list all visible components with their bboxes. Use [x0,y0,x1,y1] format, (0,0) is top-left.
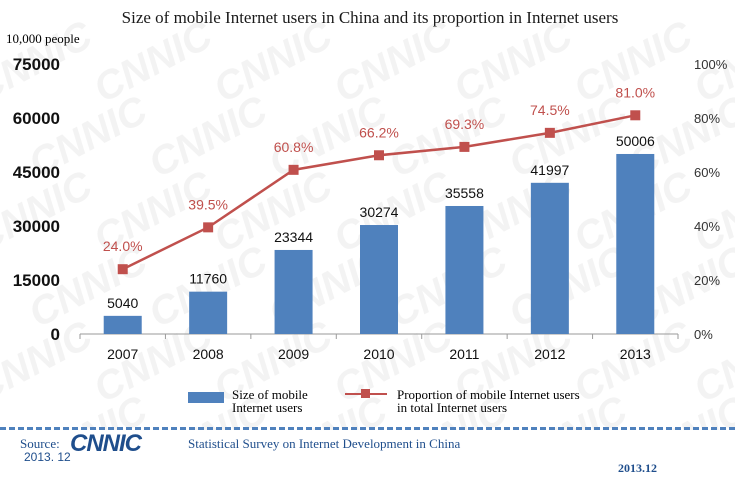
left-axis-tick-label: 75000 [13,55,60,74]
bar [103,315,142,334]
line-value-label: 69.3% [445,116,485,132]
x-axis-category-label: 2008 [193,346,224,362]
left-axis-tick-label: 0 [51,325,60,344]
footer-date-left: 2013. 12 [24,450,71,464]
x-axis-category-label: 2011 [449,346,479,362]
line-marker [374,150,384,161]
bar-value-label: 35558 [445,185,484,201]
legend-swatch-bar [188,392,224,403]
right-axis-tick-label: 20% [694,273,720,288]
bar-value-label: 5040 [107,295,138,311]
left-axis-tick-label: 45000 [13,163,60,182]
bar-value-label: 11760 [189,271,227,287]
survey-title: Statistical Survey on Internet Developme… [188,436,461,451]
right-axis-tick-label: 60% [694,165,720,180]
bar [616,153,655,334]
bar-value-label: 30274 [360,204,399,220]
chart-title: Size of mobile Internet users in China a… [121,8,619,27]
left-axis-tick-label: 30000 [13,217,60,236]
legend-line-line2: in total Internet users [397,400,508,415]
line-marker [630,110,641,121]
bar-value-label: 23344 [274,229,313,245]
line-marker [459,141,470,152]
line-marker [544,127,555,138]
x-axis-category-label: 2007 [107,346,138,362]
bar [274,249,313,334]
right-axis-tick-label: 100% [694,57,728,72]
chart-canvas: 0 15000 30000 45000 60000 75000 0% 20% 40% 60% 80%… [13,55,728,362]
footer-date-right: 2013.12 [618,461,657,475]
bar [360,225,398,334]
legend-label-bars: Size of mobile Internet users [232,388,442,414]
legend-line-line1: Proportion of mobile Internet users [397,387,580,402]
legend-bar-line1: Size of mobile [232,387,308,402]
source-label: Source: [20,436,60,451]
legend-item-line: Proportion of mobile Internet users in t… [345,388,627,414]
x-axis-category-label: 2012 [534,346,565,362]
left-axis-tick-label: 60000 [13,109,60,128]
x-axis-category-label: 2009 [278,346,309,362]
line-value-label: 60.8% [274,139,314,155]
line-marker [288,164,299,175]
line-value-label: 74.5% [530,102,570,118]
line-marker [203,222,214,233]
footer-divider [0,427,735,430]
x-axis-category-label: 2013 [620,346,651,362]
legend-label-line: Proportion of mobile Internet users in t… [397,388,627,414]
bar-value-label: 41997 [530,162,569,178]
right-axis-tick-label: 0% [694,327,713,342]
line-value-label: 39.5% [188,196,228,212]
legend-item-bars: Size of mobile Internet users [188,388,442,414]
x-axis-category-label: 2010 [363,346,394,362]
line-value-label: 66.2% [359,124,399,140]
legend-bar-line2: Internet users [232,400,303,415]
cnnic-logo: CNNIC [70,430,142,457]
legend-swatch-line [345,388,387,399]
bar [530,182,569,334]
right-axis-tick-label: 40% [694,219,720,234]
line-marker [117,264,128,275]
line-value-label: 81.0% [615,84,655,100]
left-axis-tick-label: 15000 [13,271,60,290]
bar [189,291,228,334]
left-axis-unit: 10,000 people [6,31,80,46]
right-axis-tick-label: 80% [694,111,720,126]
bar [445,205,484,334]
bar-value-label: 50006 [616,133,655,149]
line-value-label: 24.0% [103,238,143,254]
